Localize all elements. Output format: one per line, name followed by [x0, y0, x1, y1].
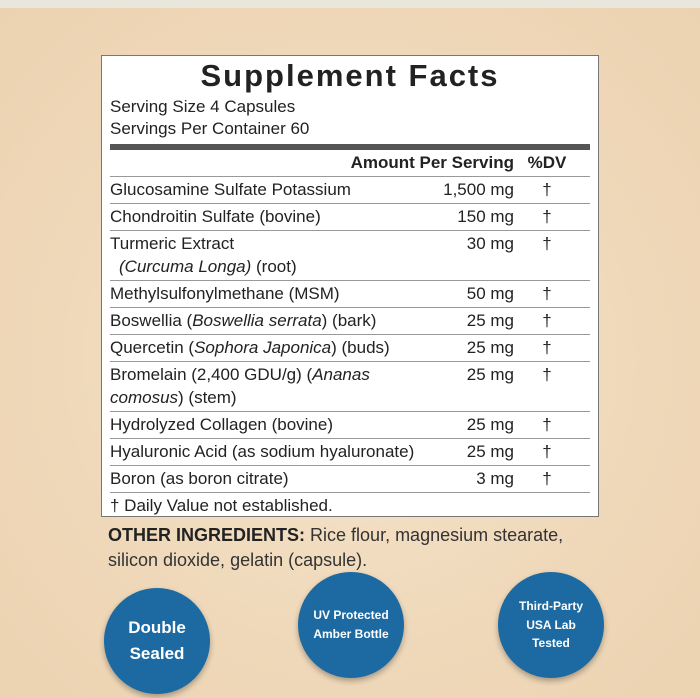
daily-value: † [542, 415, 552, 434]
ingredient-row: Glucosamine Sulfate Potassium 1,500 mg † [110, 177, 590, 204]
ingredient-name: Hydrolyzed Collagen (bovine) [110, 413, 440, 436]
badge-line: USA Lab [526, 617, 576, 632]
badge-line: Sealed [129, 644, 185, 663]
ingredient-row: Hydrolyzed Collagen (bovine) 25 mg † [110, 412, 590, 439]
daily-value: † [542, 365, 552, 384]
table-rows: Glucosamine Sulfate Potassium 1,500 mg † Ch… [110, 177, 590, 493]
name-part: Quercetin ( [110, 338, 195, 357]
badge: UV Protected Amber Bottle [298, 572, 404, 678]
ingredient-name: Methylsulfonylmethane (MSM) [110, 282, 440, 305]
name-part: Boron (as boron citrate) [110, 469, 289, 488]
name-part: Hydrolyzed Collagen (bovine) [110, 415, 334, 434]
dv-header: %DV [527, 153, 567, 172]
daily-value: † [542, 469, 552, 488]
badge: Third-Party USA Lab Tested [498, 572, 604, 678]
name-part: ) (buds) [331, 338, 390, 357]
amount: 50 mg [466, 284, 514, 303]
amount: 25 mg [466, 365, 514, 384]
name-part: Methylsulfonylmethane (MSM) [110, 284, 340, 303]
name-part: (Curcuma Longa) [119, 257, 252, 276]
top-strip [0, 0, 700, 8]
ingredient-row: Boron (as boron citrate) 3 mg † [110, 466, 590, 493]
name-part: Chondroitin Sulfate (bovine) [110, 207, 321, 226]
name-part: Hyaluronic Acid (as sodium hyaluronate) [110, 442, 415, 461]
serving-size: Serving Size 4 Capsules [110, 97, 296, 116]
ingredient-name: Boswellia (Boswellia serrata) (bark) [110, 309, 440, 332]
ingredient-name: Hyaluronic Acid (as sodium hyaluronate) [110, 440, 440, 463]
amount-header: Amount Per Serving [350, 153, 514, 172]
daily-value: † [542, 338, 552, 357]
daily-value: † [542, 284, 552, 303]
badge-line: Double [128, 617, 186, 637]
ingredient-row: Turmeric Extract (Curcuma Longa) (root) 30… [110, 231, 590, 281]
other-ingredients-text: Rice flour, magnesium stearate, silicon … [108, 525, 564, 570]
footnote: † Daily Value not established. [110, 496, 333, 515]
daily-value: † [542, 180, 552, 199]
badge: Double Sealed [104, 588, 210, 694]
table-header: Amount Per Serving %DV [110, 150, 590, 177]
name-part: ) (bark) [321, 311, 377, 330]
supplement-facts-label: Supplement Facts Serving Size 4 Capsules… [101, 55, 599, 517]
servings-per-container: Servings Per Container 60 [110, 119, 310, 138]
ingredient-name: Turmeric Extract (Curcuma Longa) (root) [110, 232, 440, 278]
amount: 25 mg [466, 338, 514, 357]
name-part: Boswellia serrata [192, 311, 322, 330]
name-part: ) (stem) [178, 388, 237, 407]
daily-value: † [542, 234, 552, 253]
name-part: Sophora Japonica [194, 338, 332, 357]
daily-value: † [542, 207, 552, 226]
other-ingredients: OTHER INGREDIENTS: Rice flour, magnesium… [108, 523, 608, 573]
amount: 25 mg [466, 311, 514, 330]
name-part: Ananas comosus [110, 365, 370, 407]
daily-value: † [542, 311, 552, 330]
name-part: Glucosamine Sulfate Potassium [110, 180, 351, 199]
amount: 150 mg [457, 207, 514, 226]
badge-line: Third-Party [518, 599, 583, 614]
name-line: (Curcuma Longa) (root) [110, 255, 440, 278]
ingredient-row: Methylsulfonylmethane (MSM) 50 mg † [110, 281, 590, 308]
daily-value: † [542, 442, 552, 461]
name-part: Boswellia ( [110, 311, 193, 330]
thick-rule [110, 144, 590, 150]
badge-line: Tested [532, 636, 570, 651]
name-part: Bromelain (2,400 GDU/g) ( [110, 365, 313, 384]
ingredient-name: Chondroitin Sulfate (bovine) [110, 205, 440, 228]
name-part: (root) [251, 257, 297, 276]
ingredient-row: Hyaluronic Acid (as sodium hyaluronate) 2… [110, 439, 590, 466]
amount: 25 mg [466, 442, 514, 461]
ingredient-name: Bromelain (2,400 GDU/g) (Ananas comosus)… [110, 363, 440, 409]
amount: 1,500 mg [443, 180, 514, 199]
title: Supplement Facts [200, 58, 500, 93]
ingredient-row: Quercetin (Sophora Japonica) (buds) 25 mg… [110, 335, 590, 362]
ingredient-row: Chondroitin Sulfate (bovine) 150 mg † [110, 204, 590, 231]
amount: 3 mg [476, 469, 514, 488]
other-ingredients-label: OTHER INGREDIENTS: [108, 525, 306, 545]
ingredient-row: Boswellia (Boswellia serrata) (bark) 25 m… [110, 308, 590, 335]
badge-line: Amber Bottle [313, 627, 389, 641]
ingredient-name: Glucosamine Sulfate Potassium [110, 178, 440, 201]
ingredient-name: Boron (as boron citrate) [110, 467, 440, 490]
badge-line: UV Protected [313, 608, 389, 623]
amount: 25 mg [466, 415, 514, 434]
ingredient-name: Quercetin (Sophora Japonica) (buds) [110, 336, 440, 359]
ingredient-row: Bromelain (2,400 GDU/g) (Ananas comosus)… [110, 362, 590, 412]
name-part: Turmeric Extract [110, 234, 235, 253]
amount: 30 mg [466, 234, 514, 253]
